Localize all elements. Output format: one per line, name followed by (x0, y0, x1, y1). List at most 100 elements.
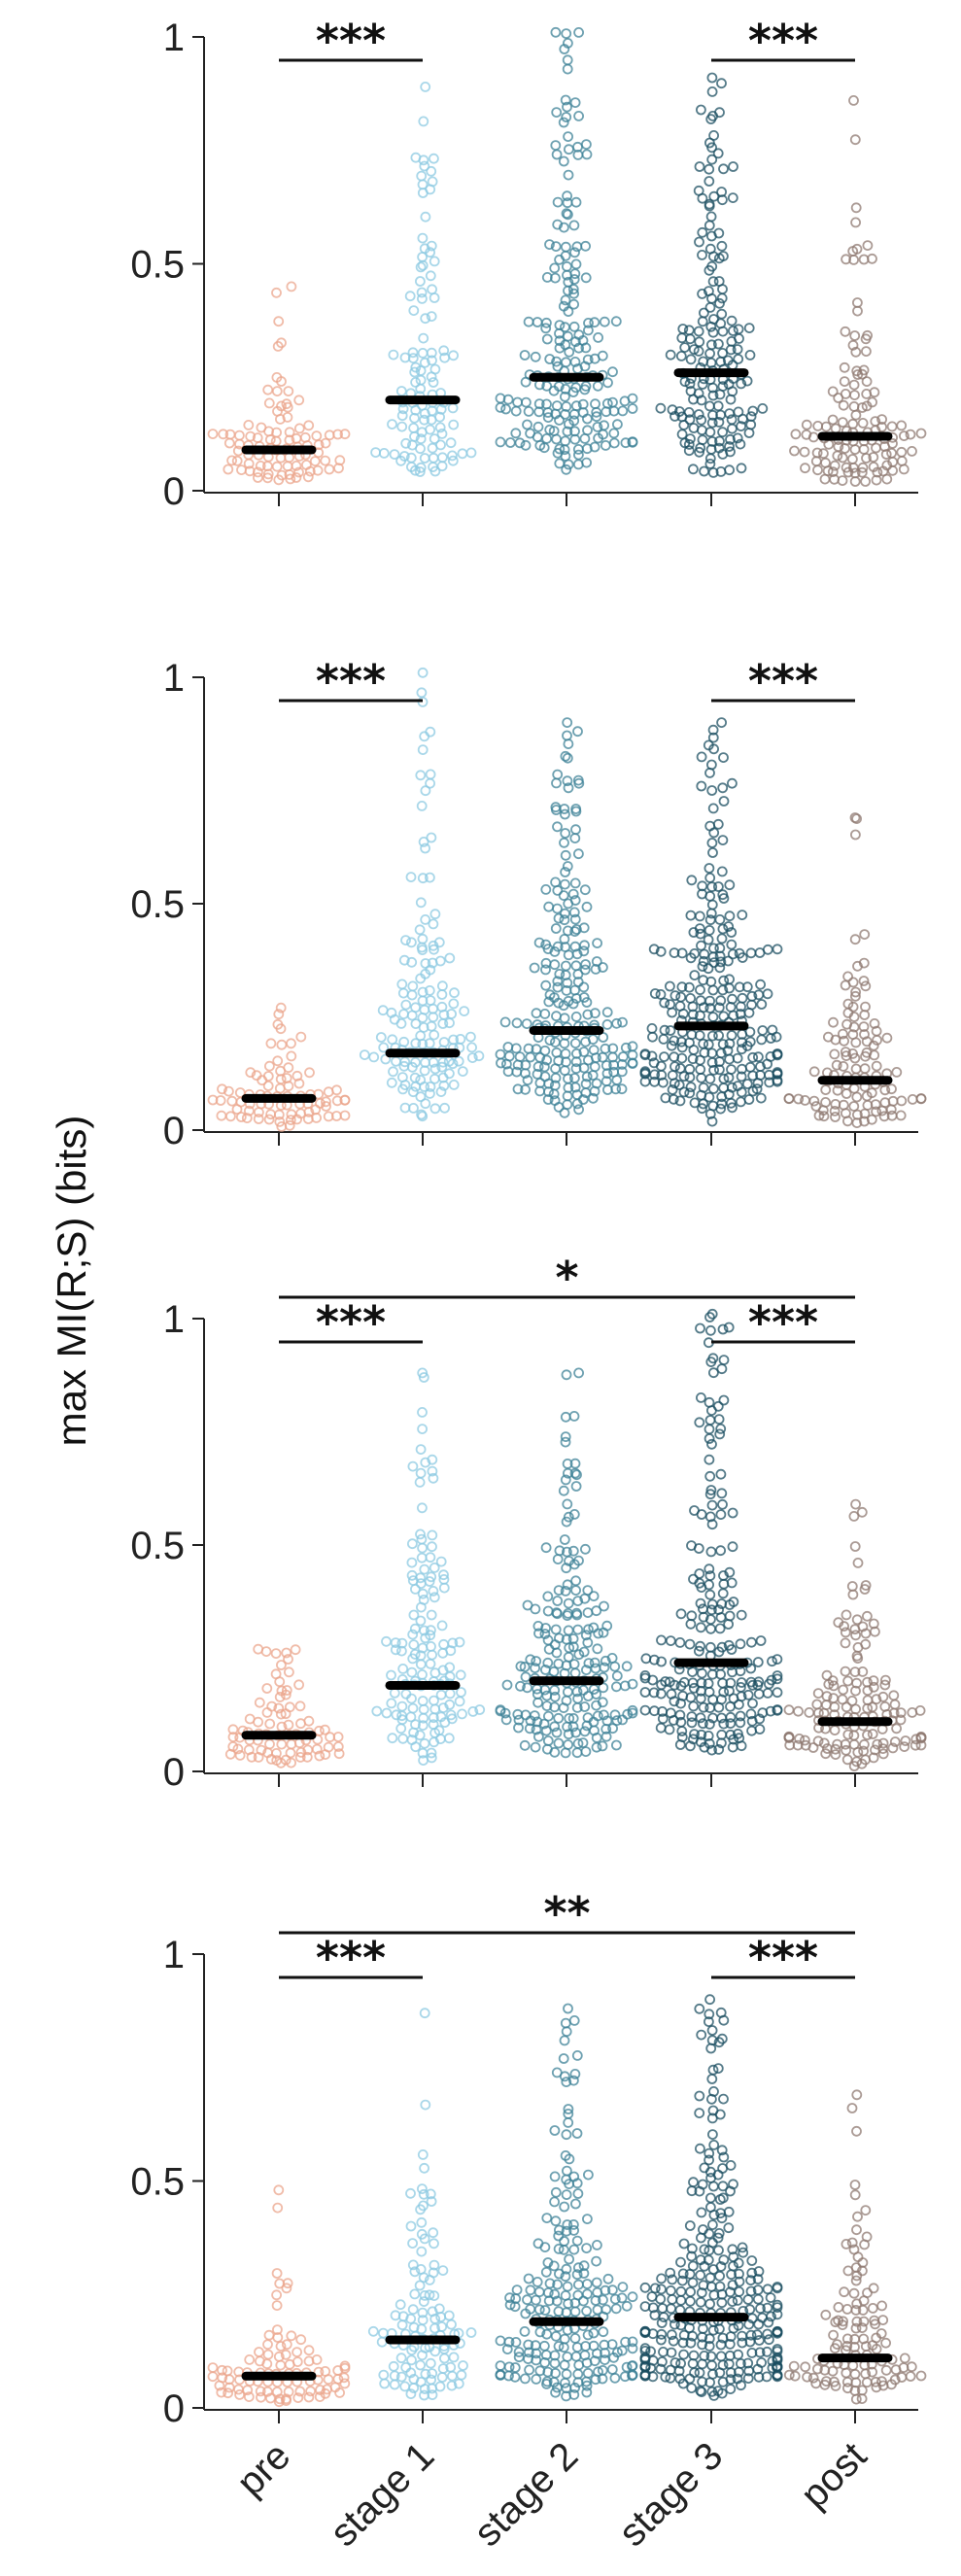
data-point (616, 2345, 628, 2356)
data-point (581, 1071, 593, 1082)
data-point (420, 2368, 431, 2380)
data-point (582, 1585, 594, 1596)
data-point (852, 305, 863, 317)
data-point (217, 2364, 227, 2376)
data-point (276, 400, 287, 412)
data-point (704, 220, 715, 231)
data-point (562, 260, 572, 272)
data-point (694, 2090, 705, 2102)
data-point (708, 1064, 719, 1076)
data-point (271, 2268, 283, 2279)
data-point (550, 923, 562, 934)
data-point (704, 1424, 715, 1435)
data-point (703, 963, 714, 975)
data-point (428, 377, 439, 388)
data-point (598, 2326, 609, 2338)
data-point (542, 1634, 554, 1646)
data-point (223, 464, 234, 475)
data-point (522, 1075, 533, 1085)
data-point (849, 467, 861, 479)
data-point (726, 927, 738, 938)
data-point (590, 398, 601, 410)
data-point (434, 2381, 446, 2392)
data-point (697, 2339, 707, 2351)
data-point (727, 993, 738, 1005)
data-point (513, 2352, 525, 2363)
data-point (704, 348, 715, 360)
data-point (553, 1658, 565, 1669)
data-point (396, 1637, 408, 1649)
data-point (667, 2274, 678, 2285)
data-point (685, 2337, 697, 2349)
x-tick-label: stage 2 (465, 2434, 586, 2555)
data-point (655, 402, 667, 414)
data-point (718, 1082, 730, 1093)
data-point (697, 880, 708, 892)
data-point (514, 1051, 526, 1062)
data-point (841, 2303, 853, 2315)
data-point (833, 2315, 843, 2326)
data-point (282, 2278, 293, 2289)
data-point (697, 249, 707, 260)
data-point (263, 2329, 275, 2341)
data-point (800, 1735, 810, 1746)
data-point (783, 2369, 795, 2381)
data-point (841, 1744, 851, 1756)
data-point (561, 2368, 572, 2380)
data-point (704, 2154, 714, 2166)
data-point (694, 236, 704, 248)
data-point (735, 1638, 746, 1650)
data-point (716, 1488, 728, 1499)
data-point (667, 404, 678, 416)
data-point (742, 2357, 754, 2369)
data-point (598, 1682, 609, 1694)
data-point (599, 420, 609, 431)
data-point (216, 2387, 227, 2398)
data-point (367, 2325, 379, 2337)
data-point (445, 1709, 457, 1721)
data-point (549, 1721, 561, 1733)
data-point (578, 992, 590, 1003)
data-point (559, 2236, 569, 2247)
data-point (851, 365, 863, 377)
data-point (751, 1083, 763, 1095)
data-point (685, 2286, 696, 2298)
data-point (616, 2292, 628, 2304)
data-point (500, 403, 511, 415)
data-point (696, 1072, 707, 1083)
data-point (689, 1097, 701, 1109)
data-point (858, 2316, 870, 2327)
data-point (887, 464, 898, 476)
data-point (870, 2376, 881, 2387)
data-point (707, 2219, 718, 2231)
data-point (554, 969, 566, 979)
data-point (744, 1036, 756, 1048)
data-point (578, 1685, 589, 1696)
data-point (716, 1598, 728, 1609)
data-point (879, 1679, 891, 1691)
data-point (571, 948, 583, 960)
data-point (697, 2358, 708, 2370)
data-point (429, 2259, 440, 2271)
data-point (602, 377, 613, 389)
data-point (504, 2292, 515, 2304)
data-point (395, 1723, 407, 1735)
data-point (426, 311, 437, 323)
data-point (669, 1035, 680, 1047)
data-point (254, 2347, 264, 2357)
data-point (607, 1043, 619, 1054)
data-point (591, 1689, 601, 1700)
data-point (627, 2291, 638, 2303)
data-point (907, 1094, 918, 1105)
data-point (707, 1012, 719, 1022)
data-point (580, 1630, 592, 1641)
data-point (284, 1119, 295, 1131)
data-point (573, 329, 585, 341)
data-point (558, 1485, 569, 1496)
data-point (563, 1625, 574, 1636)
data-point (716, 308, 728, 320)
data-point (563, 1686, 573, 1698)
data-point (804, 1707, 815, 1718)
data-point (560, 322, 570, 333)
data-point (371, 1705, 383, 1717)
